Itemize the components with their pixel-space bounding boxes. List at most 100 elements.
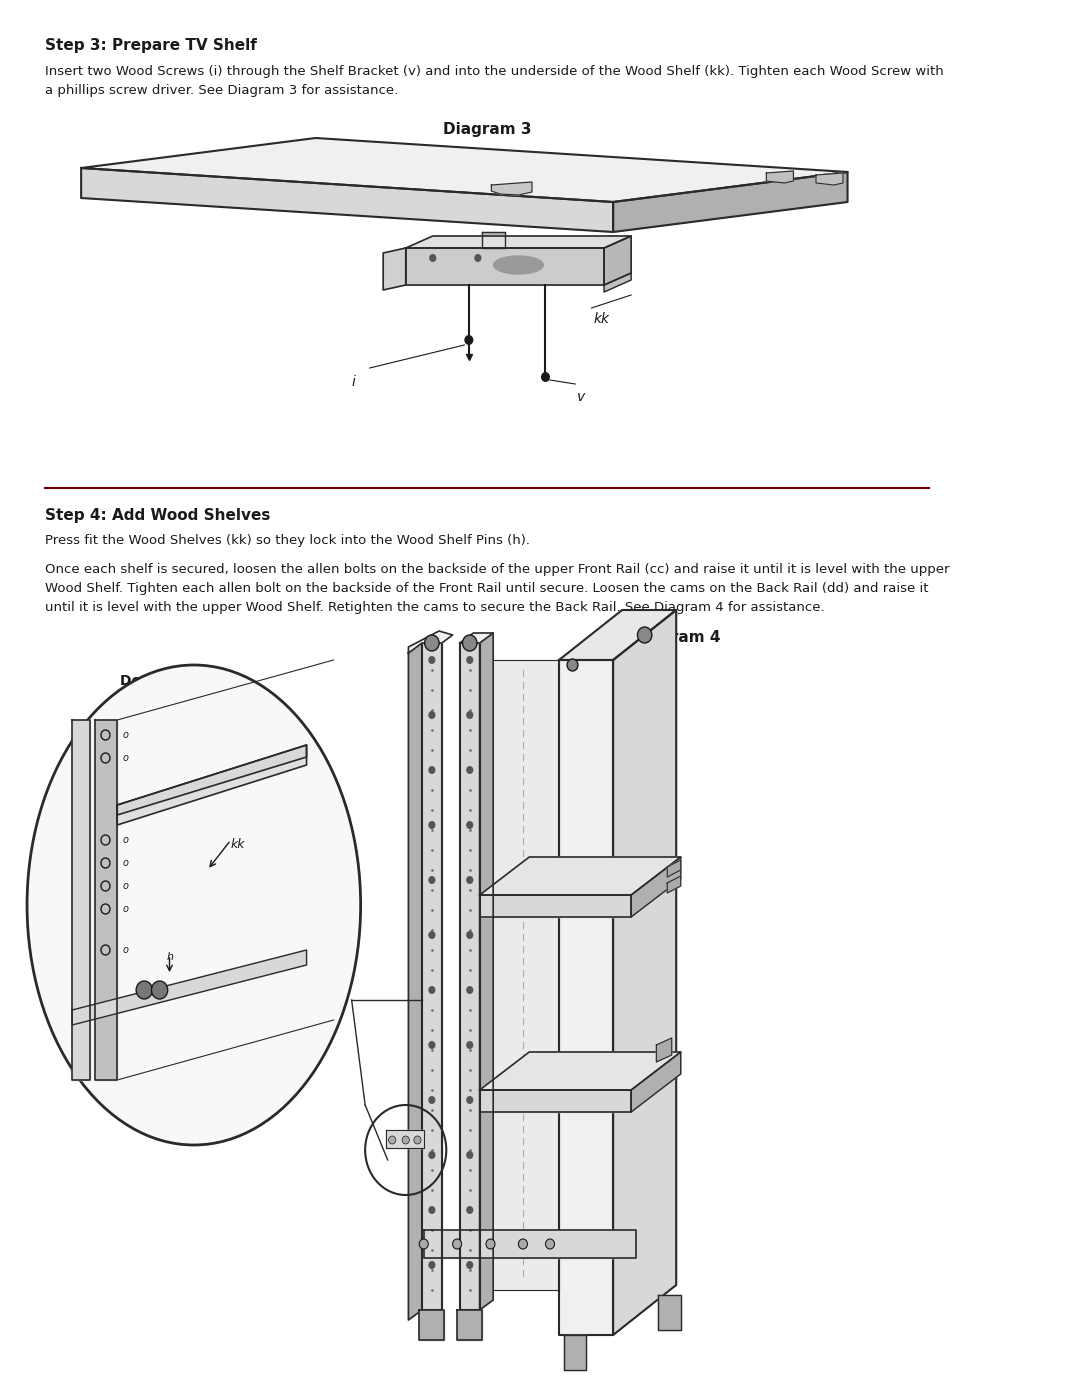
Text: kk: kk	[593, 312, 609, 326]
Polygon shape	[406, 236, 631, 249]
Circle shape	[453, 1239, 461, 1249]
Circle shape	[429, 986, 435, 995]
Circle shape	[545, 1239, 554, 1249]
Polygon shape	[422, 643, 442, 1310]
Polygon shape	[491, 182, 532, 196]
Polygon shape	[118, 745, 307, 814]
Polygon shape	[423, 1229, 636, 1259]
Circle shape	[467, 986, 473, 995]
Polygon shape	[460, 643, 480, 1310]
Circle shape	[419, 1239, 429, 1249]
Text: Step 4: Add Wood Shelves: Step 4: Add Wood Shelves	[45, 509, 270, 522]
Circle shape	[474, 254, 482, 263]
Polygon shape	[657, 1038, 672, 1062]
Circle shape	[567, 659, 578, 671]
Polygon shape	[483, 232, 505, 249]
Text: h: h	[166, 951, 174, 963]
Polygon shape	[386, 1130, 423, 1148]
Polygon shape	[408, 643, 422, 1320]
Circle shape	[429, 821, 435, 828]
Circle shape	[414, 1136, 421, 1144]
Circle shape	[467, 1041, 473, 1049]
Circle shape	[467, 821, 473, 828]
Polygon shape	[631, 1052, 680, 1112]
Polygon shape	[406, 249, 604, 285]
Circle shape	[467, 930, 473, 939]
Text: Detailed View: Detailed View	[120, 673, 228, 687]
Circle shape	[402, 1136, 409, 1144]
Circle shape	[429, 1151, 435, 1160]
Text: o: o	[123, 753, 129, 763]
Polygon shape	[480, 856, 680, 895]
Polygon shape	[658, 1295, 680, 1330]
Circle shape	[467, 1151, 473, 1160]
Polygon shape	[383, 249, 406, 291]
Polygon shape	[604, 272, 631, 292]
Circle shape	[486, 1239, 495, 1249]
Text: kk: kk	[231, 838, 245, 851]
Polygon shape	[460, 633, 494, 643]
Polygon shape	[767, 170, 794, 183]
Text: Diagram 3: Diagram 3	[443, 122, 531, 137]
Circle shape	[429, 876, 435, 884]
Circle shape	[467, 1097, 473, 1104]
Polygon shape	[480, 633, 494, 1310]
Text: o: o	[123, 904, 129, 914]
Polygon shape	[408, 631, 453, 652]
Polygon shape	[81, 168, 613, 232]
Polygon shape	[604, 236, 631, 285]
Circle shape	[429, 766, 435, 774]
Polygon shape	[667, 861, 680, 877]
Circle shape	[467, 657, 473, 664]
Circle shape	[467, 711, 473, 719]
Circle shape	[429, 930, 435, 939]
Circle shape	[467, 1206, 473, 1214]
Ellipse shape	[494, 256, 543, 274]
Text: Press fit the Wood Shelves (kk) so they lock into the Wood Shelf Pins (h).: Press fit the Wood Shelves (kk) so they …	[45, 534, 530, 548]
Polygon shape	[95, 719, 118, 1080]
Text: o: o	[123, 882, 129, 891]
Polygon shape	[419, 1310, 445, 1340]
Text: v: v	[577, 390, 585, 404]
Circle shape	[429, 657, 435, 664]
Text: Step 3: Prepare TV Shelf: Step 3: Prepare TV Shelf	[45, 38, 257, 53]
Circle shape	[136, 981, 152, 999]
Circle shape	[637, 627, 652, 643]
Circle shape	[541, 372, 550, 381]
Polygon shape	[564, 1336, 586, 1370]
Polygon shape	[559, 610, 676, 659]
Text: o: o	[123, 731, 129, 740]
Polygon shape	[480, 895, 631, 916]
Text: i: i	[352, 374, 355, 388]
Polygon shape	[72, 950, 307, 1025]
Text: o: o	[123, 835, 129, 845]
Polygon shape	[613, 610, 676, 1336]
Polygon shape	[613, 172, 848, 232]
Polygon shape	[480, 1052, 680, 1090]
Polygon shape	[667, 876, 680, 893]
Circle shape	[151, 981, 167, 999]
Circle shape	[467, 766, 473, 774]
Circle shape	[429, 711, 435, 719]
Ellipse shape	[27, 665, 361, 1146]
Polygon shape	[480, 1090, 631, 1112]
Polygon shape	[457, 1310, 483, 1340]
Circle shape	[518, 1239, 527, 1249]
Circle shape	[464, 335, 473, 345]
Text: Once each shelf is secured, loosen the allen bolts on the backside of the upper : Once each shelf is secured, loosen the a…	[45, 563, 949, 615]
Circle shape	[429, 1206, 435, 1214]
Circle shape	[429, 1261, 435, 1268]
Polygon shape	[816, 173, 843, 184]
Circle shape	[429, 1041, 435, 1049]
Text: Diagram 4: Diagram 4	[632, 630, 720, 645]
Polygon shape	[480, 659, 559, 1289]
Polygon shape	[631, 856, 680, 916]
Text: o: o	[123, 944, 129, 956]
Text: o: o	[123, 858, 129, 868]
Circle shape	[467, 1261, 473, 1268]
Polygon shape	[72, 719, 90, 1080]
Text: Insert two Wood Screws (i) through the Shelf Bracket (v) and into the underside : Insert two Wood Screws (i) through the S…	[45, 66, 944, 96]
Circle shape	[429, 1097, 435, 1104]
Polygon shape	[118, 745, 307, 826]
Polygon shape	[81, 138, 848, 203]
